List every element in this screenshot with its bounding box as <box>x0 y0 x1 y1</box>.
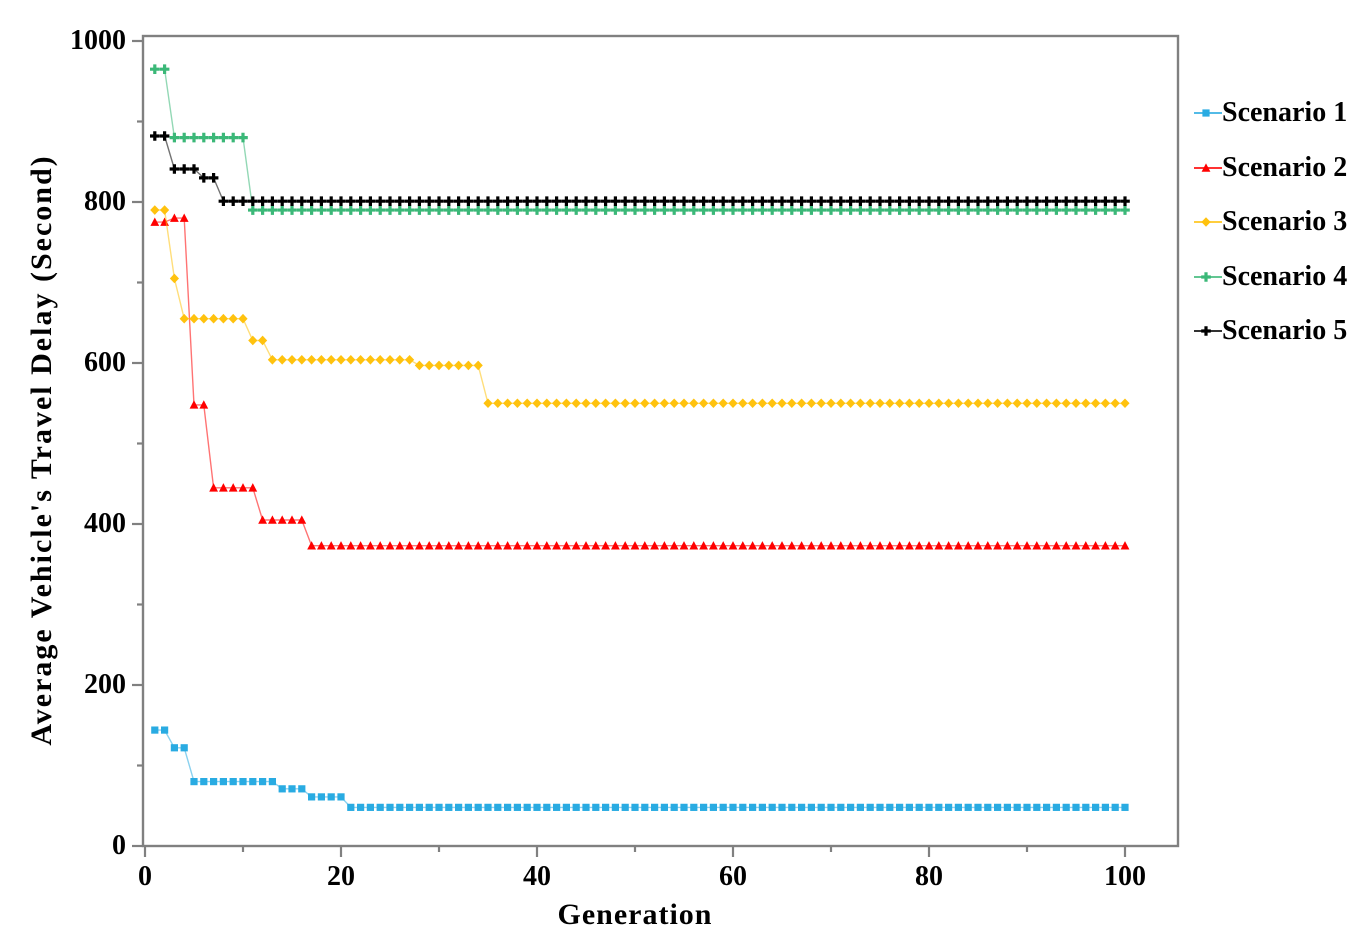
y-tick-label: 400 <box>84 508 126 539</box>
legend-item-scenario-1: Scenario 1 <box>1194 86 1347 141</box>
legend: Scenario 1 Scenario 2 Scenario 3 Scenari… <box>1194 86 1347 359</box>
legend-item-scenario-4: Scenario 4 <box>1194 250 1347 305</box>
legend-label-scenario-3: Scenario 3 <box>1222 206 1348 238</box>
legend-label-scenario-1: Scenario 1 <box>1222 97 1348 129</box>
y-tick-label: 1000 <box>70 25 126 56</box>
legend-label-scenario-5: Scenario 5 <box>1222 315 1348 347</box>
y-axis-title: Average Vehicle's Travel Delay (Second) <box>25 154 58 746</box>
x-tick-label: 40 <box>523 861 551 892</box>
legend-marker-scenario-1 <box>1194 109 1222 117</box>
legend-marker-scenario-5 <box>1194 326 1222 337</box>
legend-item-scenario-3: Scenario 3 <box>1194 195 1347 250</box>
legend-item-scenario-2: Scenario 2 <box>1194 141 1347 196</box>
legend-label-scenario-4: Scenario 4 <box>1222 260 1348 292</box>
y-tick-label: 200 <box>84 669 126 700</box>
x-tick-label: 60 <box>719 861 747 892</box>
x-tick-label: 100 <box>1104 861 1146 892</box>
y-tick-label: 600 <box>84 347 126 378</box>
x-tick-label: 0 <box>138 861 152 892</box>
y-tick-label: 800 <box>84 186 126 217</box>
x-tick-label: 20 <box>327 861 355 892</box>
legend-marker-scenario-3 <box>1194 217 1222 228</box>
x-axis-title: Generation <box>557 898 713 931</box>
legend-item-scenario-5: Scenario 5 <box>1194 304 1347 359</box>
y-tick-label: 0 <box>112 830 126 861</box>
legend-label-scenario-2: Scenario 2 <box>1222 151 1348 183</box>
legend-marker-scenario-2 <box>1194 163 1222 172</box>
x-tick-label: 80 <box>915 861 943 892</box>
legend-marker-scenario-4 <box>1194 271 1222 282</box>
